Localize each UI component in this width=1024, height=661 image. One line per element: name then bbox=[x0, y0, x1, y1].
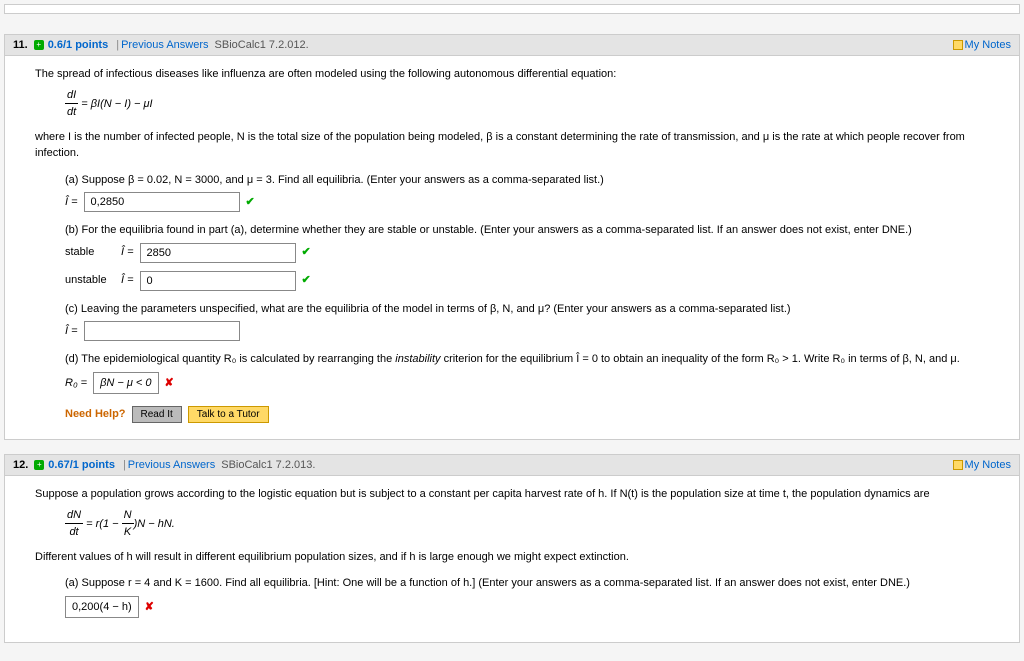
where-text: where I is the number of infected people… bbox=[35, 129, 989, 162]
previous-answers-link[interactable]: Previous Answers bbox=[128, 459, 215, 471]
equation: dIdt = βI(N − I) − μI bbox=[65, 87, 989, 121]
question-12: 12. + 0.67/1 points | Previous Answers S… bbox=[4, 454, 1020, 643]
notes-icon bbox=[953, 40, 963, 50]
points: 0.6/1 points bbox=[48, 39, 109, 51]
unstable-label: unstable bbox=[65, 272, 115, 289]
part-d-answer[interactable]: βN − μ < 0 bbox=[93, 372, 158, 395]
expand-icon[interactable]: + bbox=[34, 460, 44, 470]
intro-text: The spread of infectious diseases like i… bbox=[35, 66, 989, 83]
stable-input[interactable] bbox=[140, 243, 296, 263]
notes-icon bbox=[953, 460, 963, 470]
part-b-text: (b) For the equilibria found in part (a)… bbox=[65, 222, 989, 239]
check-icon: ✔ bbox=[302, 272, 311, 289]
part-a-answer[interactable]: 0,200(4 − h) bbox=[65, 596, 139, 619]
question-number: 11. bbox=[13, 39, 28, 51]
diff-text: Different values of h will result in dif… bbox=[35, 549, 989, 566]
question-body: The spread of infectious diseases like i… bbox=[5, 56, 1019, 439]
need-help-row: Need Help? Read It Talk to a Tutor bbox=[65, 406, 989, 423]
question-code: SBioCalc1 7.2.012. bbox=[215, 39, 309, 51]
part-a-text: (a) Suppose β = 0.02, N = 3000, and μ = … bbox=[65, 172, 989, 189]
stable-sym: Î = bbox=[121, 244, 134, 261]
part-c-text: (c) Leaving the parameters unspecified, … bbox=[65, 301, 989, 318]
previous-answers-link[interactable]: Previous Answers bbox=[121, 39, 208, 51]
question-code: SBioCalc1 7.2.013. bbox=[221, 459, 315, 471]
talk-tutor-button[interactable]: Talk to a Tutor bbox=[188, 406, 269, 423]
unstable-input[interactable] bbox=[140, 271, 296, 291]
question-header: 11. + 0.6/1 points | Previous Answers SB… bbox=[5, 35, 1019, 56]
question-11: 11. + 0.6/1 points | Previous Answers SB… bbox=[4, 34, 1020, 440]
part-d-label: R₀ = bbox=[65, 375, 87, 392]
my-notes-link[interactable]: My Notes bbox=[953, 459, 1011, 471]
cross-icon: ✘ bbox=[145, 599, 154, 616]
part-d-text: (d) The epidemiological quantity R₀ is c… bbox=[65, 351, 989, 368]
question-number: 12. bbox=[13, 459, 28, 471]
read-it-button[interactable]: Read It bbox=[132, 406, 182, 423]
expand-icon[interactable]: + bbox=[34, 40, 44, 50]
unstable-sym: Î = bbox=[121, 272, 134, 289]
cross-icon: ✘ bbox=[165, 375, 174, 392]
part-a-text: (a) Suppose r = 4 and K = 1600. Find all… bbox=[65, 575, 989, 592]
need-help-label: Need Help? bbox=[65, 406, 126, 423]
part-a-label: Î = bbox=[65, 194, 78, 211]
my-notes-link[interactable]: My Notes bbox=[953, 39, 1011, 51]
part-c-label: Î = bbox=[65, 323, 78, 340]
equation: dNdt = r(1 − NK)N − hN. bbox=[65, 507, 989, 541]
check-icon: ✔ bbox=[246, 194, 255, 211]
stable-label: stable bbox=[65, 244, 115, 261]
part-c-input[interactable] bbox=[84, 321, 240, 341]
points: 0.67/1 points bbox=[48, 459, 115, 471]
question-body: Suppose a population grows according to … bbox=[5, 476, 1019, 642]
separator: | bbox=[121, 459, 128, 471]
intro-text: Suppose a population grows according to … bbox=[35, 486, 989, 503]
check-icon: ✔ bbox=[302, 244, 311, 261]
part-a-input[interactable] bbox=[84, 192, 240, 212]
separator: | bbox=[114, 39, 121, 51]
question-header: 12. + 0.67/1 points | Previous Answers S… bbox=[5, 455, 1019, 476]
